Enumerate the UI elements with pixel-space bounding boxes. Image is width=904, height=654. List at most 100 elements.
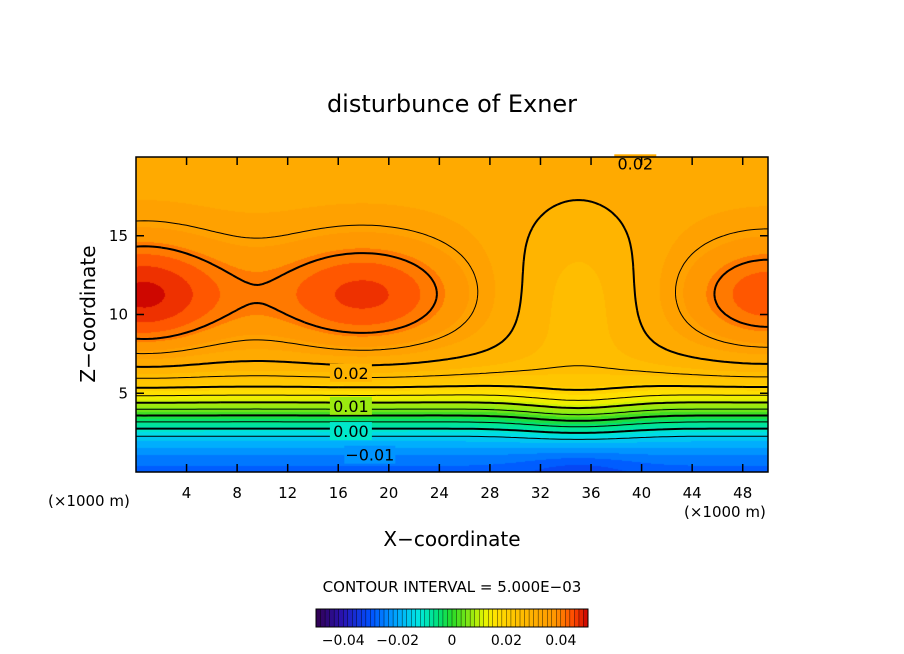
colorbar-frame xyxy=(315,608,589,628)
contour-label: 0.02 xyxy=(617,154,653,173)
colorbar-cell xyxy=(497,608,503,628)
x-axis: 4 8 12 16 20 24 28 32 36 40 44 48 xyxy=(182,157,752,502)
contour-interval-text: CONTOUR INTERVAL = 5.000E−03 xyxy=(323,578,582,596)
x-tick-label: 28 xyxy=(480,484,499,502)
y-axis: 5 10 15 xyxy=(109,227,768,402)
colorbar-cell xyxy=(569,608,575,628)
colorbar-cell xyxy=(506,608,512,628)
colorbar-cell xyxy=(379,608,385,628)
colorbar-cell xyxy=(406,608,412,628)
chart-title: disturbunce of Exner xyxy=(327,90,577,118)
colorbar-cell xyxy=(356,608,362,628)
contour-line xyxy=(136,245,768,340)
y-axis-label: Z−coordinate xyxy=(76,245,100,382)
colorbar-cell xyxy=(533,608,539,628)
colorbar-tick-label: 0.02 xyxy=(491,633,522,649)
x-tick-label: 20 xyxy=(379,484,398,502)
colorbar-cell xyxy=(537,608,544,628)
y-tick-label: 5 xyxy=(118,384,128,402)
colorbar-cell xyxy=(433,608,439,628)
y-tick-label: 15 xyxy=(109,227,128,245)
colorbar-cell xyxy=(565,608,571,628)
contour-label: 0.01 xyxy=(333,397,369,416)
x-tick-label: 16 xyxy=(329,484,348,502)
colorbar-cell xyxy=(397,608,403,628)
colorbar-cell xyxy=(460,608,467,628)
contour-label: 0.02 xyxy=(333,364,369,383)
colorbar-cell xyxy=(488,608,494,628)
contour-line xyxy=(136,414,768,422)
contour-line xyxy=(136,421,768,428)
x-tick-label: 40 xyxy=(632,484,651,502)
colorbar-tick-label: 0.04 xyxy=(545,633,576,649)
colorbar-tick-label: −0.04 xyxy=(322,633,365,649)
colorbar-cell xyxy=(556,608,562,628)
contour-label: −0.01 xyxy=(345,446,394,465)
colorbar-cell xyxy=(510,608,516,628)
colorbar-cell xyxy=(528,608,535,628)
contour-line xyxy=(136,401,768,410)
colorbar-tick-label: 0 xyxy=(448,633,457,649)
colorbar-cell xyxy=(551,608,557,628)
colorbar-cell xyxy=(451,608,458,628)
colorbar-cell xyxy=(329,608,335,628)
colorbar-cell xyxy=(574,608,580,628)
colorbar-cell xyxy=(320,608,326,628)
colorbar-cell xyxy=(578,608,584,628)
x-tick-label: 24 xyxy=(430,484,449,502)
contour-label-bg xyxy=(344,445,396,464)
colorbar-cell xyxy=(524,608,530,628)
colorbar-cell xyxy=(343,608,349,628)
colorbar-cell xyxy=(370,608,376,628)
colorbar-cell xyxy=(365,608,371,628)
contour-label: 0.00 xyxy=(333,422,369,441)
colorbar-cell xyxy=(501,608,507,628)
colorbar-cell xyxy=(338,608,344,628)
colorbar-cell xyxy=(542,608,548,628)
colorbar-cell xyxy=(333,608,340,628)
x-tick-label: 12 xyxy=(278,484,297,502)
colorbar-cell xyxy=(474,608,480,628)
colorbar-cell xyxy=(447,608,453,628)
contour-line xyxy=(136,384,768,391)
colorbar-cell xyxy=(388,608,394,628)
contour-label-bg xyxy=(329,396,372,415)
colorbar-cell xyxy=(483,608,489,628)
colorbar-cell xyxy=(438,608,444,628)
contour-line xyxy=(136,427,768,434)
contour-label-bg xyxy=(614,154,657,173)
colorbar-cell xyxy=(361,608,367,628)
x-unit-right: (×1000 m) xyxy=(684,503,766,521)
colorbar-cell xyxy=(374,608,380,628)
colorbar-cell xyxy=(347,608,353,628)
colorbar-cell xyxy=(352,608,358,628)
colorbar-cell xyxy=(479,608,485,628)
colorbar: −0.04 −0.02 0 0.02 0.04 xyxy=(315,608,589,649)
x-tick-label: 4 xyxy=(182,484,192,502)
colorbar-cell xyxy=(415,608,421,628)
x-axis-label: X−coordinate xyxy=(383,527,520,551)
colorbar-cell xyxy=(456,608,462,628)
x-tick-label: 44 xyxy=(683,484,702,502)
colorbar-cell xyxy=(383,608,390,628)
colorbar-cell xyxy=(392,608,399,628)
colorbar-cell xyxy=(465,608,471,628)
x-tick-label: 48 xyxy=(733,484,752,502)
colorbar-cell xyxy=(324,608,331,628)
colorbar-cell xyxy=(420,608,426,628)
colorbar-cell xyxy=(547,608,553,628)
x-tick-label: 8 xyxy=(232,484,242,502)
colorbar-cell xyxy=(469,608,476,628)
contour-label-bg xyxy=(329,363,372,382)
colorbar-cell xyxy=(515,608,521,628)
colorbar-tick-label: −0.02 xyxy=(376,633,419,649)
colorbar-cell xyxy=(560,608,566,628)
y-tick-label: 10 xyxy=(109,306,128,324)
contour-fill xyxy=(136,157,768,472)
colorbar-cell xyxy=(492,608,498,628)
colorbar-cell xyxy=(411,608,417,628)
x-tick-label: 36 xyxy=(581,484,600,502)
colorbar-cell xyxy=(442,608,448,628)
contour-line xyxy=(136,199,768,368)
